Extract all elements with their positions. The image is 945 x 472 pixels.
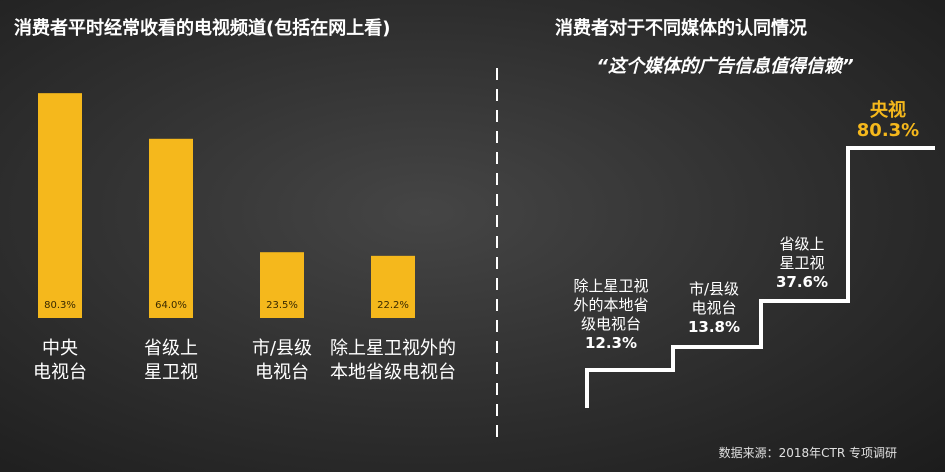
bar-2	[260, 252, 304, 318]
bar-category-line: 中央	[42, 338, 78, 359]
bar-category-label-2: 市/县级电视台	[252, 337, 312, 385]
bar-1	[149, 138, 193, 318]
step-label-line: 省级上	[779, 235, 825, 253]
left-chart-title: 消费者平时经常收看的电视频道(包括在网上看)	[14, 18, 391, 39]
source-note: 数据来源：2018年CTR 专项调研	[718, 446, 897, 460]
bar-category-line: 除上星卫视外的	[330, 338, 456, 359]
bar-group: 80.3% 64.0% 23.5% 22.2%	[38, 93, 415, 318]
bar-category-label-0: 中央 电视台	[33, 337, 87, 385]
top-step-name: 央视	[870, 100, 906, 121]
bar-value-label-2: 23.5%	[266, 300, 298, 311]
step-value-1: 13.8%	[687, 318, 741, 336]
bar-3	[371, 255, 415, 318]
step-label-line: 除上星卫视	[573, 277, 649, 295]
bar-category-line: 星卫视	[144, 362, 198, 383]
bar-0	[38, 93, 82, 318]
step-value-0: 12.3%	[584, 334, 638, 352]
right-chart-title: 消费者对于不同媒体的认同情况	[555, 18, 807, 39]
bar-category-line: 市/县级	[251, 338, 313, 359]
step-label-0: 除上星卫视 外的本地省 级电视台 12.3%	[573, 277, 648, 353]
step-label-line: 星卫视	[779, 254, 825, 272]
bar-category-line: 省级上	[144, 338, 198, 359]
bar-category-line: 本地省级电视台	[330, 362, 456, 383]
bar-category-line: 电视台	[254, 362, 309, 383]
bar-value-label-0: 80.3%	[44, 300, 76, 311]
step-label-line: 级电视台	[580, 315, 642, 333]
step-label-line: 外的本地省	[573, 296, 649, 314]
bar-category-label-1: 省级上 星卫视	[144, 337, 198, 385]
bar-value-label-3: 22.2%	[377, 300, 409, 311]
step-label-line: 市/县级	[688, 280, 740, 298]
bar-value-label-1: 64.0%	[155, 300, 187, 311]
bar-category-label-3: 除上星卫视外的 本地省级电视台	[330, 337, 456, 385]
step-value-2: 37.6%	[775, 273, 829, 291]
step-line	[585, 146, 935, 408]
step-label-2: 省级上 星卫视 37.6%	[776, 235, 828, 292]
bar-category-line: 电视台	[33, 362, 87, 383]
step-label-1: 市/县级 电视台 13.8%	[688, 280, 740, 337]
step-label-line: 电视台	[691, 299, 737, 317]
top-step-value: 80.3%	[856, 120, 920, 141]
right-chart-subtitle: “这个媒体的广告信息值得信赖”	[596, 56, 854, 77]
